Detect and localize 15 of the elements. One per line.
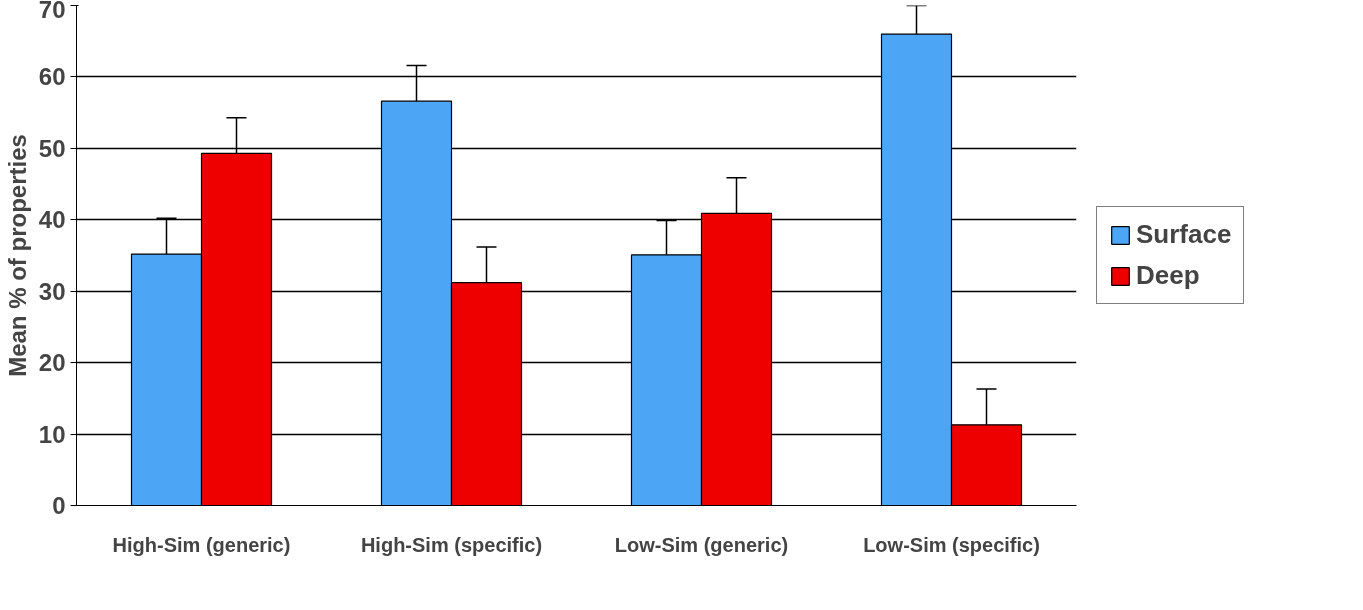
y-tick-label: 50 [38,134,66,162]
y-axis-title: Mean % of properties [3,134,31,377]
x-tick-label: High-Sim (generic) [112,533,291,556]
y-tick-label: 10 [38,420,66,448]
x-tick-label: High-Sim (specific) [360,533,543,556]
x-tick-label: Low-Sim (specific) [863,533,1040,556]
y-tick-label: 30 [38,277,66,305]
x-tick-label: Low-Sim (generic) [614,533,789,556]
y-tick-label: 20 [38,349,66,377]
y-tick-label: 60 [38,63,66,91]
y-tick-label: 70 [38,0,66,23]
y-tick-label: 0 [52,492,66,519]
y-tick-label: 40 [38,206,66,234]
legend-label: Surface [1136,219,1232,250]
legend-label: Deep [1136,260,1200,291]
